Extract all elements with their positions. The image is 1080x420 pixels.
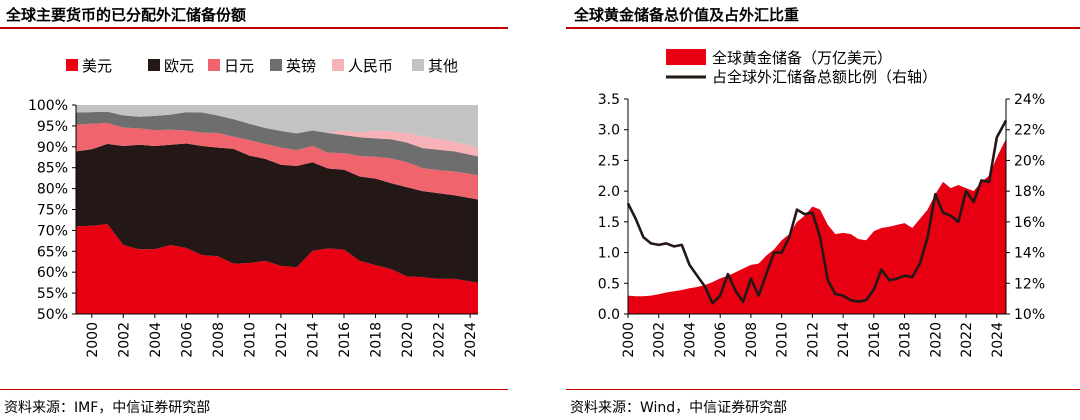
legend-swatch-gbp [270, 59, 282, 71]
legend-label-gbp: 英镑 [286, 57, 316, 75]
x-tick-label: 2016 [867, 322, 883, 358]
x-tick-label: 2006 [713, 322, 729, 358]
left-title-rule [0, 27, 508, 29]
y-tick-label: 90% [37, 140, 68, 156]
y-tick-label: 60% [37, 265, 68, 281]
left-y-tick-label: 3.0 [598, 123, 620, 139]
area-jpy [76, 123, 478, 200]
left-y-tick-label: 1.5 [598, 215, 620, 231]
y-tick-label: 55% [37, 286, 68, 302]
x-tick-label: 2012 [274, 322, 290, 358]
x-tick-label: 2004 [148, 322, 164, 358]
x-tick-label: 2010 [242, 322, 258, 358]
x-tick-label: 2020 [928, 322, 944, 358]
x-tick-label: 2022 [959, 322, 975, 358]
right-y-tick-label: 24% [1014, 92, 1045, 108]
y-tick-label: 50% [37, 307, 68, 323]
right-source-note: 资料来源：Wind，中信证券研究部 [570, 400, 788, 416]
area-gbp [76, 111, 478, 176]
legend-label-usd: 美元 [82, 57, 112, 75]
legend-swatch-eur [148, 59, 160, 71]
stacked-area-chart: 50% 55% 60% 65% 70% 75% 80% 85% 90% 95% 100% 2000 20… [28, 57, 479, 358]
x-tick-label: 2010 [775, 322, 791, 358]
x-tick-label: 2014 [305, 322, 321, 358]
legend-label-eur: 欧元 [164, 57, 194, 75]
right-y-tick-label: 22% [1014, 123, 1045, 139]
x-tick-label: 2016 [337, 322, 353, 358]
right-y-tick-label: 18% [1014, 184, 1045, 200]
x-tick-label: 2018 [369, 322, 385, 358]
x-tick-label: 2012 [805, 322, 821, 358]
legend-label-jpy: 日元 [224, 57, 254, 75]
x-tick-label: 2000 [85, 322, 101, 358]
area-eur [76, 143, 478, 283]
x-tick-label: 2000 [621, 322, 637, 358]
y-tick-label: 100% [28, 98, 68, 114]
legend-swatch-gold [666, 49, 706, 65]
x-tick-label: 2006 [179, 322, 195, 358]
x-tick-label: 2024 [990, 322, 1006, 358]
legend-swatch-other [412, 59, 424, 71]
area-usd [76, 224, 478, 314]
x-tick-label: 2014 [836, 322, 852, 358]
x-tick-label: 2002 [116, 322, 132, 358]
left-y-tick-label: 0.5 [598, 276, 620, 292]
y-tick-label: 65% [37, 244, 68, 260]
x-tick-label: 2018 [898, 322, 914, 358]
left-y-tick-label: 0.0 [598, 307, 620, 323]
right-title-rule [566, 27, 1080, 29]
legend-label-gold: 全球黄金储备（万亿美元） [712, 49, 892, 67]
legend-label-other: 其他 [428, 57, 458, 75]
legend-label-ratio: 占全球外汇储备总额比例（右轴） [712, 68, 937, 86]
right-y-tick-label: 12% [1014, 276, 1045, 292]
x-tick-label: 2004 [682, 322, 698, 358]
gold-reserve-chart: 0.0 0.5 1.0 1.5 2.0 2.5 3.0 3.5 10% 12% 14% 16% 18% 2… [598, 49, 1045, 358]
x-tick-label: 2002 [652, 322, 668, 358]
x-tick-label: 2022 [432, 322, 448, 358]
left-y-tick-label: 3.5 [598, 92, 620, 108]
legend-swatch-usd [66, 59, 78, 71]
left-source-rule [0, 389, 508, 390]
y-tick-label: 70% [37, 223, 68, 239]
x-tick-label: 2008 [744, 322, 760, 358]
right-y-tick-label: 16% [1014, 215, 1045, 231]
fx-share-line [626, 119, 1008, 305]
x-tick-label: 2008 [211, 322, 227, 358]
x-tick-label: 2024 [463, 322, 479, 358]
right-source-rule [566, 389, 1080, 390]
y-tick-label: 75% [37, 203, 68, 219]
right-y-tick-label: 14% [1014, 246, 1045, 262]
y-tick-label: 80% [37, 182, 68, 198]
left-chart-title: 全球主要货币的已分配外汇储备份额 [6, 6, 247, 24]
legend-label-cny: 人民币 [348, 57, 393, 75]
left-source-note: 资料来源：IMF，中信证券研究部 [4, 400, 211, 416]
right-chart-title: 全球黄金储备总价值及占外汇比重 [574, 6, 800, 24]
left-y-tick-label: 1.0 [598, 246, 620, 262]
area-other [76, 105, 478, 148]
left-y-tick-label: 2.5 [598, 153, 620, 169]
right-y-tick-label: 20% [1014, 153, 1045, 169]
legend-swatch-jpy [208, 59, 220, 71]
left-y-tick-label: 2.0 [598, 184, 620, 200]
y-tick-label: 95% [37, 119, 68, 135]
x-tick-label: 2020 [400, 322, 416, 358]
right-y-tick-label: 10% [1014, 307, 1045, 323]
y-tick-label: 85% [37, 161, 68, 177]
legend-swatch-cny [332, 59, 344, 71]
area-cny [76, 111, 478, 157]
